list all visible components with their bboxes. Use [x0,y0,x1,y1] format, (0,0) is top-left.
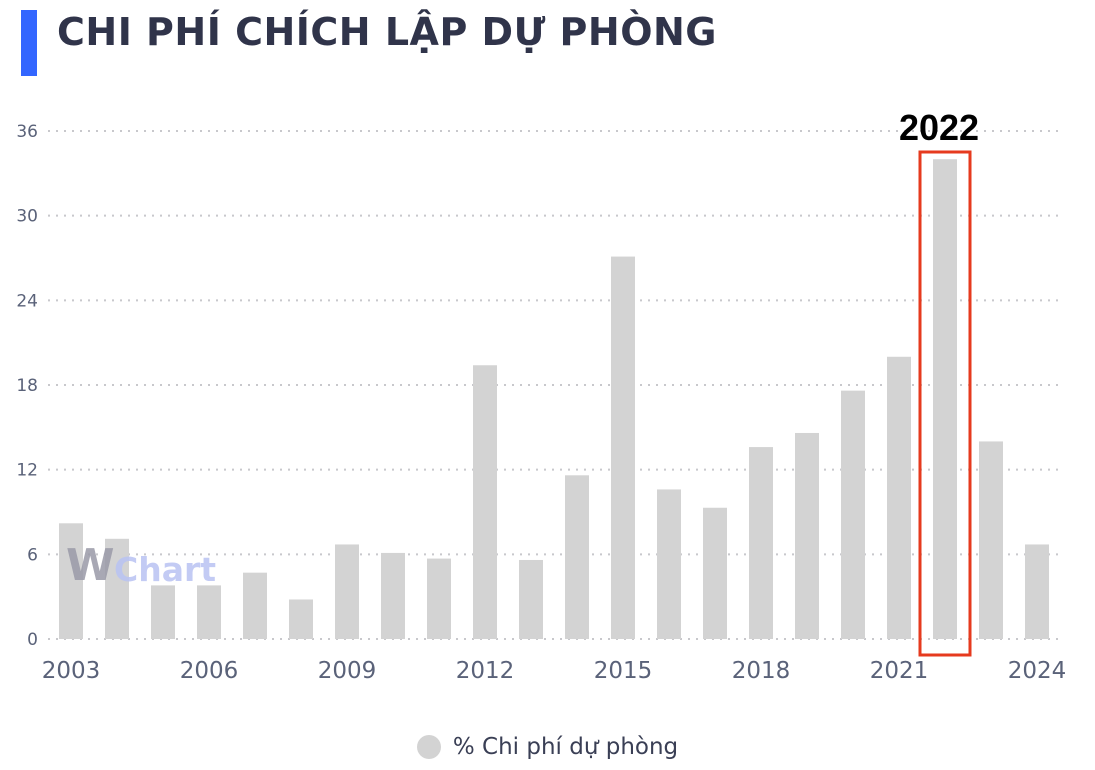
watermark: W Chart [66,540,216,591]
bar-2007[interactable] [243,572,267,639]
bar-2008[interactable] [289,599,313,639]
y-tick-label: 36 [16,122,38,142]
bar-2019[interactable] [795,432,819,639]
chart-title: CHI PHÍ CHÍCH LẬP DỰ PHÒNG [57,10,718,54]
bar-2010[interactable] [381,552,405,639]
y-tick-label: 18 [16,376,38,396]
bar-2016[interactable] [657,489,681,639]
highlight-label: 2022 [899,107,979,148]
y-tick-label: 24 [16,291,38,311]
legend-swatch [416,735,441,759]
bar-2023[interactable] [979,441,1003,639]
bar-chart: 0 6 12 18 24 30 36 2003 2006 2009 2012 2015 2018 202… [16,107,1067,684]
x-tick-label: 2006 [180,658,239,684]
bar-2012[interactable] [473,365,497,639]
bar-2015[interactable] [611,256,635,639]
y-tick-label: 12 [16,461,38,481]
y-axis-tick-labels: 0 6 12 18 24 30 36 [16,122,38,650]
legend: % Chi phí dự phòng [0,732,1095,762]
y-tick-label: 0 [27,630,38,650]
watermark-text: Chart [114,550,216,589]
x-tick-label: 2003 [42,658,101,684]
x-tick-label: 2015 [594,658,653,684]
bar-2018[interactable] [749,447,773,639]
x-tick-label: 2021 [870,658,929,684]
bar-2011[interactable] [427,558,451,639]
bar-2006[interactable] [197,585,221,639]
highlight-box [918,150,972,657]
bar-2020[interactable] [841,390,865,639]
bar-2013[interactable] [519,559,543,639]
x-tick-label: 2018 [732,658,791,684]
bar-2024[interactable] [1025,544,1049,639]
bar-2017[interactable] [703,507,727,639]
bar-2009[interactable] [335,544,359,639]
bar-2003[interactable] [59,523,83,639]
title-accent-bar [21,10,37,76]
bar-2005[interactable] [151,585,175,639]
legend-label[interactable]: % Chi phí dự phòng [452,734,679,760]
y-tick-label: 30 [16,207,38,227]
x-tick-label: 2012 [456,658,515,684]
watermark-logo-letter: W [66,540,115,591]
bar-2021[interactable] [887,356,911,639]
bar-2004[interactable] [105,538,129,639]
x-tick-label: 2024 [1008,658,1067,684]
bar-2014[interactable] [565,475,589,639]
x-tick-label: 2009 [318,658,377,684]
bars [59,159,1049,639]
bar-2022[interactable] [933,159,957,639]
x-axis-tick-labels: 2003 2006 2009 2012 2015 2018 2021 2024 [42,658,1067,684]
y-tick-label: 6 [27,545,38,565]
